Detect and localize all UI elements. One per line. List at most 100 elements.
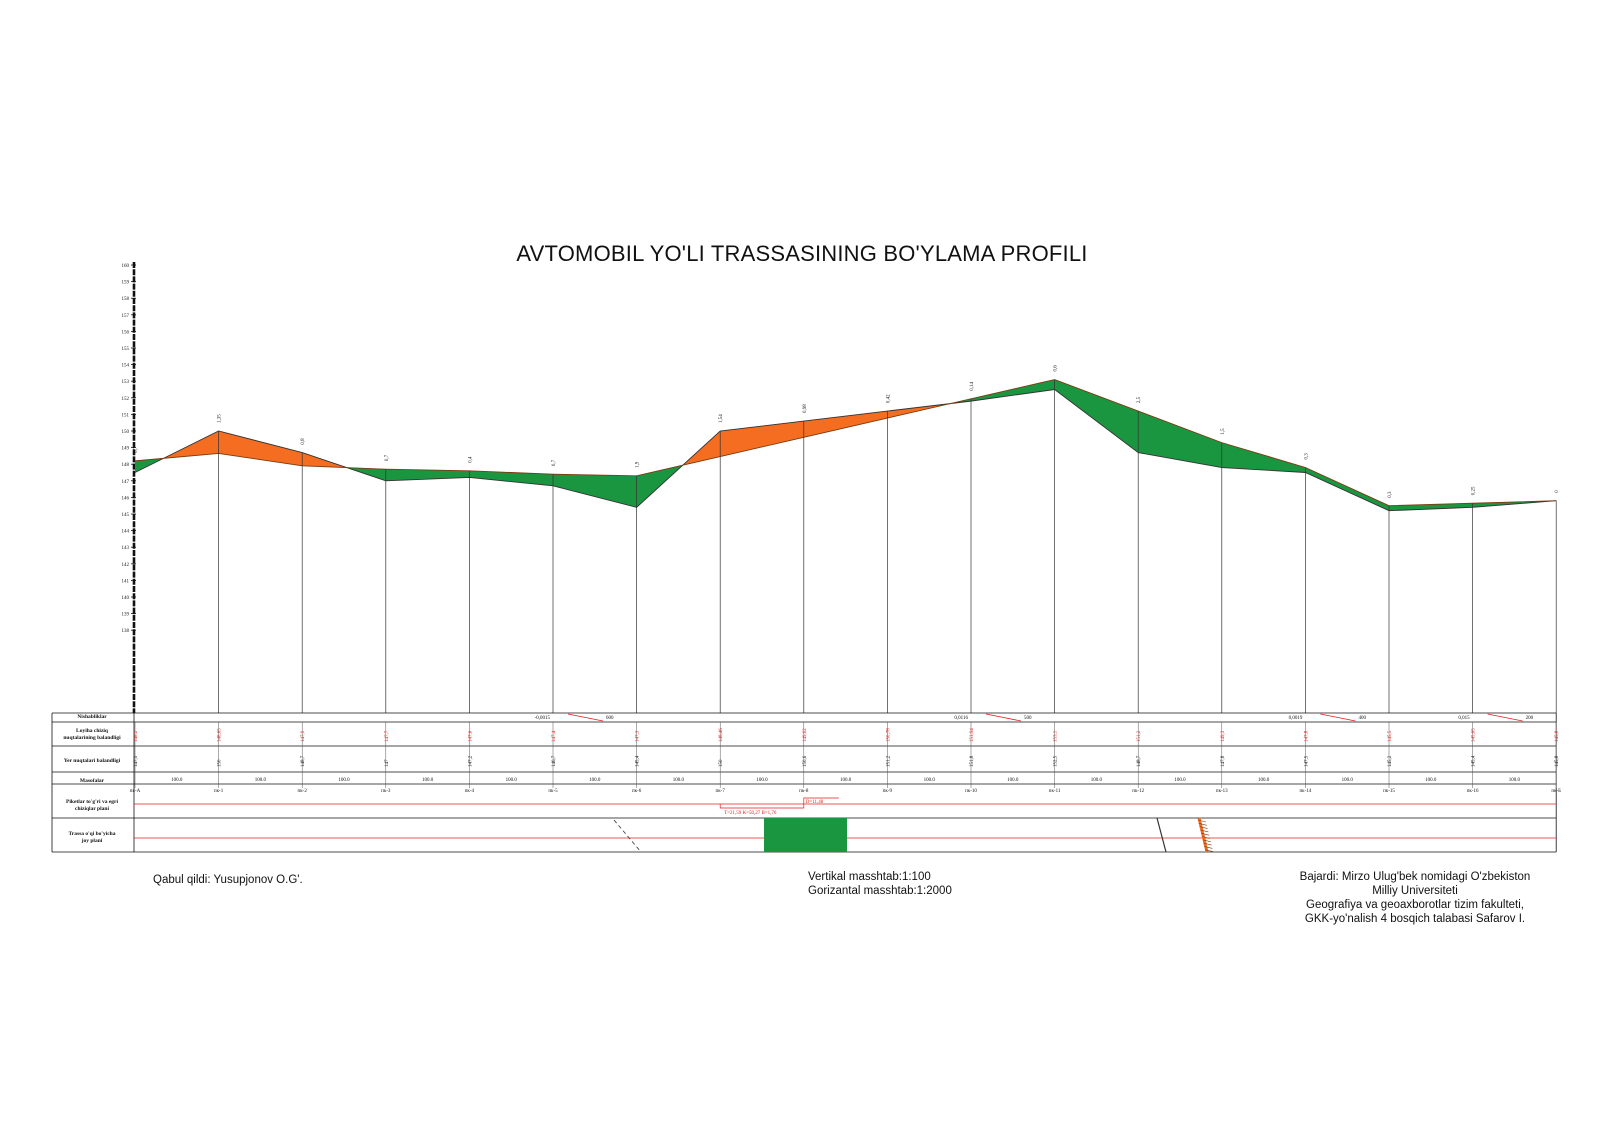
row-label-slopes: Nishabliklar: [77, 714, 107, 720]
work-mark: 1,54: [719, 414, 724, 423]
axis-tick-label: 156: [122, 330, 130, 335]
plan-hatch: [1205, 849, 1214, 852]
slope-marker: [985, 713, 1022, 722]
plan-hatch: [1197, 819, 1207, 823]
slope-length: 200: [1526, 716, 1534, 721]
distance-value: 100.0: [1007, 778, 1019, 783]
plan-hatch: [1201, 832, 1210, 836]
slope-marker: [567, 713, 604, 722]
plan-hatch: [1204, 846, 1213, 849]
work-mark: 0,25: [1472, 486, 1477, 495]
plan-green-area: [764, 818, 847, 852]
fill-area: [971, 379, 1055, 402]
work-mark: 0,7: [385, 454, 390, 461]
axis-tick-label: 149: [122, 447, 130, 452]
picket-label: пк-7: [716, 789, 726, 794]
axis-tick-label: 148: [122, 463, 130, 468]
work-mark: 0,7: [552, 459, 557, 466]
work-mark: 2,5: [1137, 396, 1142, 403]
design-elevation: 151,2: [1137, 730, 1142, 742]
curve-marker: [719, 797, 839, 809]
work-mark: 0,4: [468, 456, 473, 463]
distance-value: 100.0: [589, 778, 601, 783]
distance-value: 100.0: [1174, 778, 1186, 783]
ground-elevation: 145,4: [1472, 755, 1477, 767]
distance-value: 100.0: [422, 778, 434, 783]
axis-tick-label: 151: [122, 413, 130, 418]
fill-area: [1054, 379, 1139, 453]
plan-hatch: [1203, 842, 1212, 846]
slope-value: 0,0116: [954, 716, 968, 721]
table-row-labels: Nishabliklar Loyiha chiziq nuqtalarining…: [63, 714, 121, 844]
axis-tick-label: 154: [122, 364, 130, 369]
ground-elevation: 145,8: [1555, 755, 1560, 767]
plan-hatch: [1200, 829, 1209, 833]
ground-elevation: 147: [385, 759, 390, 767]
row-label-design-1: Loyiha chiziq: [76, 728, 109, 734]
work-mark: 0,98: [803, 404, 808, 413]
plan-hatch: [1198, 823, 1207, 826]
ground-elevation: 150,6: [803, 755, 808, 767]
row-label-plan-1: Trassa o'qi bo'yicha: [69, 831, 116, 837]
ground-elevation: 152,5: [1054, 755, 1059, 767]
axis-tick-label: 147: [122, 480, 130, 485]
slope-length: 600: [606, 716, 614, 721]
profile-table: 148,2 147,5 пк-А 148,65 150 пк-1 147,9 148,7 пк-…: [51, 712, 1561, 853]
author-line-2: Milliy Universiteti: [1372, 885, 1458, 897]
work-mark: 1,9: [636, 461, 641, 468]
picket-label: пк-11: [1049, 789, 1061, 794]
scale-block: Vertikal masshtab:1:100 Gorizantal massh…: [808, 870, 952, 898]
work-mark: 0,42: [886, 394, 891, 403]
design-elevation: 147,7: [385, 730, 390, 742]
cut-area: [803, 411, 888, 438]
ground-elevation: 147,5: [134, 755, 139, 767]
design-elevation: 148,46: [719, 728, 724, 742]
picket-label: пк-А: [130, 789, 141, 794]
axis-tick-label: 140: [122, 596, 130, 601]
ground-line: [134, 389, 1557, 512]
distance-value: 100.0: [673, 778, 685, 783]
axis-tick-label: 155: [122, 347, 130, 352]
distance-value: 100.0: [338, 778, 350, 783]
work-mark: 0: [1555, 490, 1560, 493]
row-label-ground: Yer nuqtalari balandligi: [64, 758, 121, 764]
ground-elevation: 148,7: [1137, 755, 1142, 767]
distance-value: 100.0: [1091, 778, 1103, 783]
design-elevation: 147,3: [636, 730, 641, 742]
work-mark: 1,5: [1221, 428, 1226, 435]
work-mark: 0,7: [134, 446, 139, 453]
ground-elevation: 151,2: [886, 755, 891, 767]
curve-params: T=21,59 K=50,27 B=1,76: [724, 811, 777, 816]
ground-elevation: 148,7: [301, 755, 306, 767]
plan-ditch-line: [1156, 817, 1167, 853]
axis-tick-label: 153: [122, 380, 130, 385]
work-mark: 0,3: [1388, 491, 1393, 498]
slope-value: 0,0019: [1289, 716, 1303, 721]
ground-elevation: 147,2: [468, 755, 473, 767]
elevation-axis: 160 159 158 157 156 155 154 153 152 151 150 149 148 1…: [122, 262, 136, 713]
design-elevation: 147,8: [1304, 730, 1309, 742]
author-line-3: Geografiya va geoaxborotlar tizim fakult…: [1306, 899, 1524, 911]
picket-label: пк-14: [1300, 789, 1312, 794]
drawing-title: AVTOMOBIL YO'LI TRASSASINING BO'YLAMA PR…: [516, 241, 1087, 266]
work-mark: 0,8: [301, 438, 306, 445]
work-mark: 0,3: [1304, 453, 1309, 460]
distance-value: 100.0: [255, 778, 267, 783]
vertical-scale: Vertikal masshtab:1:100: [808, 871, 931, 883]
design-line: [134, 379, 1557, 507]
work-mark: 0,14: [970, 382, 975, 391]
plan-hatch: [1201, 836, 1211, 839]
distance-value: 100.0: [924, 778, 936, 783]
fill-area: [469, 470, 553, 486]
axis-tick-label: 141: [122, 579, 130, 584]
slope-length: 500: [1024, 716, 1032, 721]
axis-tick-label: 160: [122, 264, 130, 269]
axis-tick-label: 159: [122, 281, 130, 286]
profile-graph: 0,7 1,35 0,8 0,7 0,4 0,7 1,9 1,54 0,98 0,42 0,14 0,…: [134, 365, 1560, 713]
work-mark: 0,6: [1054, 365, 1059, 372]
picket-label: пк-16: [1467, 789, 1479, 794]
distance-value: 100.0: [1342, 778, 1354, 783]
fill-area: [1138, 411, 1222, 468]
axis-tick-label: 145: [122, 513, 130, 518]
ground-elevation: 150: [719, 759, 724, 767]
